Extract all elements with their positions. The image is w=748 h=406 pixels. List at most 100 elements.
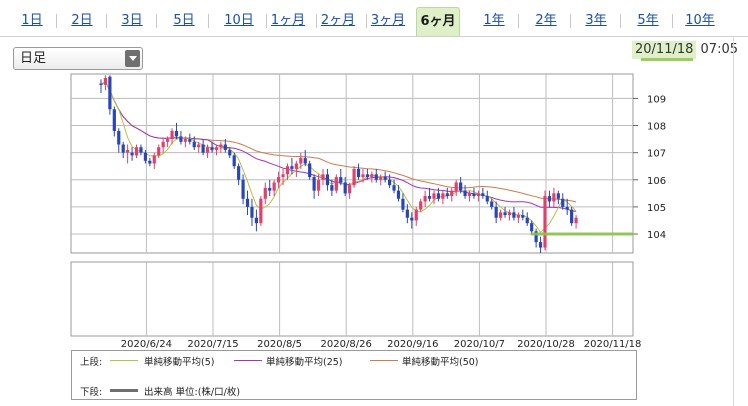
tab-separator [570, 14, 571, 28]
candle-body [392, 185, 396, 191]
candle-body [516, 215, 520, 218]
period-select-value: 日足 [20, 51, 47, 66]
tab-period-8[interactable]: 6ヶ月 [416, 7, 460, 36]
candle-body [259, 198, 263, 224]
candle-body [117, 130, 121, 145]
tab-period-1[interactable]: 2日 [71, 13, 93, 28]
candle-body [348, 185, 352, 194]
period-select[interactable]: 日足 [13, 47, 143, 70]
candle-body [450, 190, 454, 197]
x-tick-label: 2020/9/16 [387, 339, 438, 350]
candle-body [352, 168, 356, 186]
legend-ma5-swatch [110, 360, 138, 361]
tab-period-4[interactable]: 10日 [224, 13, 254, 28]
candle-body [432, 193, 436, 199]
candle-body [281, 174, 285, 178]
y-tick-label: 106 [647, 176, 666, 187]
tab-period-0[interactable]: 1日 [21, 13, 43, 28]
chart-legend: 上段: 単純移動平均(5) 単純移動平均(25) 単純移動平均(50) 下段: … [71, 350, 637, 400]
candle-body [459, 182, 463, 191]
candle-body [414, 209, 418, 221]
candle-body [503, 212, 507, 216]
candle-body [410, 217, 414, 221]
legend-lower-label: 下段: [80, 387, 103, 398]
candle-body [308, 163, 312, 178]
candle-body [108, 76, 112, 110]
candle-body [445, 193, 449, 197]
candle-body [330, 185, 334, 191]
tab-period-2[interactable]: 3日 [121, 13, 143, 28]
tab-period-6[interactable]: 2ヶ月 [320, 13, 356, 28]
tab-period-3[interactable]: 5日 [173, 13, 195, 28]
candle-body [552, 193, 556, 202]
candle-body [334, 177, 338, 191]
tab-period-9[interactable]: 1年 [483, 13, 505, 28]
candle-body [427, 196, 432, 199]
tab-period-13[interactable]: 10年 [685, 13, 715, 28]
x-tick-label: 2020/8/5 [257, 339, 302, 350]
candle-body [219, 144, 223, 148]
candle-body [436, 193, 441, 199]
candle-body [521, 215, 525, 218]
date-highlight-mark [641, 58, 693, 61]
candle-body [210, 147, 214, 150]
panel-border [733, 36, 734, 406]
x-tick-label: 2020/10/28 [517, 339, 575, 350]
legend-ma5-label: 単純移動平均(5) [144, 357, 215, 368]
candle-body [121, 144, 125, 153]
candle-body [325, 174, 330, 186]
legend-ma25-swatch [234, 360, 262, 361]
candle-body [499, 212, 503, 218]
candle-body [197, 144, 201, 148]
candle-body [476, 193, 480, 197]
candle-body [103, 78, 108, 85]
candle-body [490, 201, 494, 207]
candle-body [179, 136, 183, 142]
candle-body [232, 155, 236, 167]
tab-period-12[interactable]: 5年 [637, 13, 659, 28]
legend-ma25-label: 単純移動平均(25) [266, 357, 343, 368]
candle-body [237, 166, 241, 180]
tab-period-10[interactable]: 2年 [535, 13, 557, 28]
x-tick-label: 2020/6/24 [121, 339, 172, 350]
candle-body [374, 174, 378, 180]
candle-body [303, 158, 307, 164]
candle-body [152, 155, 156, 164]
candle-body [312, 177, 316, 191]
volume-panel [70, 261, 634, 337]
tab-period-5[interactable]: 1ヶ月 [270, 13, 306, 28]
candle-body [463, 190, 467, 197]
candle-body [388, 179, 392, 186]
chevron-down-icon[interactable] [125, 50, 140, 67]
candle-body [405, 209, 409, 218]
candle-body [126, 149, 130, 153]
candle-body [419, 201, 423, 210]
candle-body [130, 152, 134, 156]
candle-body [543, 196, 547, 248]
candle-body [565, 206, 569, 210]
candle-body [538, 242, 543, 248]
candle-body [188, 139, 192, 142]
candle-body [294, 163, 298, 169]
candle-body [223, 144, 227, 150]
y-tick-label: 107 [647, 149, 666, 160]
candle-body [299, 158, 303, 164]
tab-period-11[interactable]: 3年 [585, 13, 607, 28]
y-tick-label: 104 [647, 230, 666, 241]
legend-upper-label: 上段: [80, 357, 103, 368]
candle-body [507, 212, 512, 216]
candle-body [139, 147, 143, 153]
candle-body [161, 141, 165, 148]
tab-period-7[interactable]: 3ヶ月 [370, 13, 406, 28]
candle-body [525, 217, 529, 224]
candle-body [481, 193, 485, 197]
tab-separator [156, 14, 157, 28]
candle-body [356, 168, 361, 178]
candle-body [561, 198, 565, 207]
tab-separator [266, 14, 267, 28]
candle-body [401, 198, 405, 210]
candle-body [383, 177, 387, 180]
price-chart: 104 105 106 107 108 109 2020/6/24 2020/7/15 2020… [70, 73, 666, 350]
candle-body [263, 187, 267, 199]
candle-body [343, 182, 347, 194]
